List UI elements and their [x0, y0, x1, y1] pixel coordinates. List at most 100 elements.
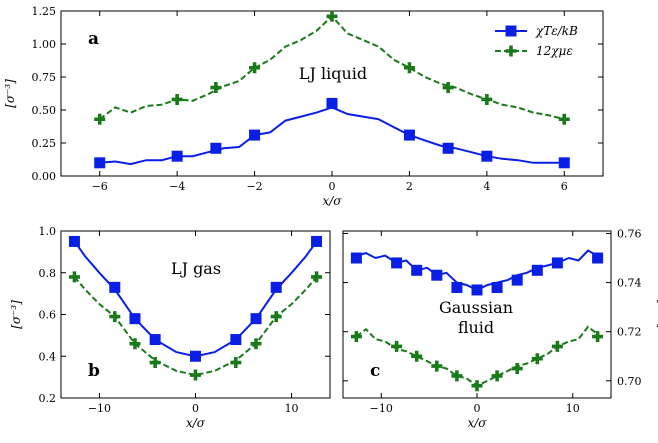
x-tick-label: −2 [246, 180, 262, 193]
legend-marker-series-2 [505, 45, 517, 57]
y-tick-label: 0.74 [617, 277, 642, 290]
x-tick-label: −10 [88, 402, 111, 415]
data-point-series-2 [350, 331, 362, 343]
data-point-series-2 [558, 113, 570, 125]
data-point-series-1 [311, 235, 323, 247]
panel-a-chart: −6 −4 −2 0 2 4 6 0.00 0.25 0.50 0.75 1.00 1.25 x/σ [σ⁻… [3, 5, 604, 208]
data-point-series-2 [250, 338, 262, 350]
data-point-series-2 [94, 113, 106, 125]
y-tick-label: 0.8 [39, 267, 57, 280]
data-point-series-2 [551, 340, 563, 352]
data-point-series-1 [511, 274, 523, 286]
data-point-series-2 [311, 271, 323, 283]
data-point-series-2 [171, 93, 183, 105]
data-point-series-1 [210, 142, 222, 154]
data-point-series-1 [149, 334, 161, 346]
data-point-series-2 [442, 82, 454, 94]
data-point-series-2 [109, 311, 121, 323]
annotation-lj-liquid: LJ liquid [299, 64, 367, 83]
data-point-series-1 [451, 281, 463, 293]
data-point-series-1 [551, 257, 563, 269]
y-axis-label: [σ⁻³] [9, 300, 23, 329]
data-point-series-1 [68, 235, 80, 247]
data-point-series-2 [230, 357, 242, 369]
x-tick-label: 2 [406, 180, 413, 193]
data-point-series-1 [481, 150, 493, 162]
data-point-series-1 [558, 157, 570, 169]
x-axis-label: x/σ [186, 416, 206, 430]
data-point-series-2 [471, 380, 483, 392]
data-point-series-1 [94, 157, 106, 169]
data-point-series-2 [451, 370, 463, 382]
y-tick-label: 0.70 [617, 375, 642, 388]
data-point-series-1 [471, 284, 483, 296]
data-point-series-2 [391, 340, 403, 352]
x-axis-label: x/σ [467, 416, 487, 430]
series-line-1 [356, 249, 599, 292]
annotation-gaussian: Gaussian [439, 298, 513, 317]
data-point-series-1 [326, 97, 338, 109]
data-point-series-2 [403, 62, 415, 74]
data-point-series-2 [411, 350, 423, 362]
data-point-series-2 [129, 338, 141, 350]
data-point-series-2 [481, 93, 493, 105]
data-point-series-2 [190, 369, 201, 381]
y-tick-label: 1.0 [39, 225, 57, 238]
data-point-series-1 [230, 334, 242, 346]
panel-label-a: a [88, 29, 99, 49]
y-tick-label: 1.00 [32, 38, 57, 51]
panel-label-b: b [88, 361, 100, 381]
data-point-series-2 [592, 331, 604, 343]
data-point-series-1 [190, 350, 201, 362]
y-tick-label: 0.00 [32, 170, 57, 183]
data-point-series-1 [411, 264, 423, 276]
y-tick-label: 0.72 [617, 326, 642, 339]
annotation-lj-gas: LJ gas [171, 259, 221, 278]
panel-c-chart: −10 0 10 0.70 0.72 0.74 0.76 x/σ [σ⁻³] c Gaussianf… [342, 227, 658, 430]
x-tick-label: 0 [192, 402, 199, 415]
x-tick-label: 0 [474, 402, 481, 415]
data-point-series-2 [249, 62, 261, 74]
y-axis-label: [σ⁻³] [656, 300, 658, 329]
x-tick-label: −4 [169, 180, 185, 193]
panel-b-chart: −10 0 10 0.2 0.4 0.6 0.8 1.0 x/σ [σ⁻³] b LJ gas [9, 225, 331, 430]
x-tick-label: −10 [370, 402, 393, 415]
x-tick-label: 10 [566, 402, 580, 415]
annotation-fluid: fluid [458, 318, 494, 337]
y-tick-label: 0.2 [39, 392, 57, 405]
data-point-series-1 [442, 142, 454, 154]
data-point-series-1 [109, 281, 121, 293]
data-point-series-2 [531, 353, 543, 365]
data-point-series-1 [249, 129, 261, 141]
data-point-series-2 [326, 10, 338, 22]
y-tick-label: 1.25 [32, 5, 57, 18]
data-point-series-1 [391, 257, 403, 269]
x-axis-label: x/σ [322, 194, 342, 208]
data-point-series-1 [431, 269, 443, 281]
data-point-series-2 [270, 311, 282, 323]
x-tick-label: 0 [329, 180, 336, 193]
y-tick-label: 0.76 [617, 227, 642, 240]
data-point-series-2 [431, 360, 443, 372]
data-point-series-1 [129, 313, 141, 325]
data-point-series-1 [403, 129, 415, 141]
x-tick-label: 4 [483, 180, 490, 193]
panel-label-c: c [370, 361, 380, 381]
x-tick-label: 6 [561, 180, 568, 193]
legend-label-series-1: χTε/kB [535, 24, 578, 38]
data-point-series-1 [350, 252, 362, 264]
data-point-series-1 [531, 264, 543, 276]
legend: χTε/kB 12χμε [495, 24, 578, 58]
y-axis-label: [σ⁻³] [3, 79, 17, 108]
data-point-series-2 [149, 357, 161, 369]
data-point-series-1 [250, 313, 262, 325]
data-point-series-2 [210, 82, 222, 94]
x-tick-label: 10 [285, 402, 299, 415]
legend-marker-series-1 [505, 25, 517, 37]
legend-label-series-2: 12χμε [536, 44, 573, 58]
data-point-series-2 [68, 271, 80, 283]
data-point-series-1 [171, 150, 183, 162]
series-line-1 [99, 106, 565, 166]
y-tick-label: 0.4 [39, 350, 57, 363]
